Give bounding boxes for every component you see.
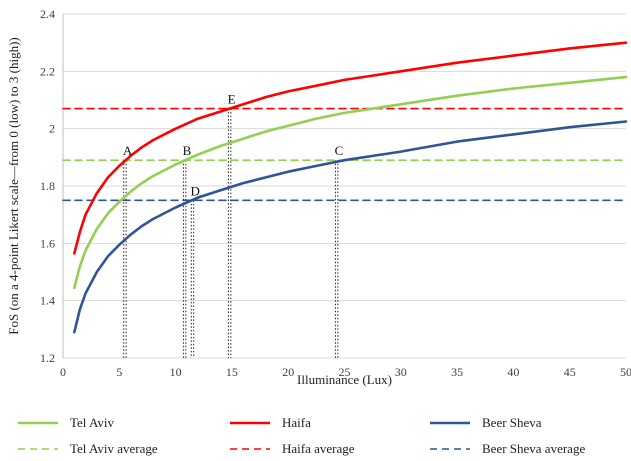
x-axis-ticks: 0 5 10 15 20 25 30 35 40 45 50	[60, 365, 631, 379]
annotation-label: D	[190, 183, 199, 198]
haifa-line	[73, 41, 628, 255]
beer-sheva-line	[73, 120, 628, 334]
y-tick-label: 1.6	[40, 236, 55, 250]
annotation-label: C	[335, 143, 344, 158]
y-axis-ticks: 1.2 1.4 1.6 1.8 2 2.2 2.4	[40, 7, 55, 365]
y-tick-label: 2	[49, 122, 55, 136]
y-tick-label: 1.2	[40, 351, 55, 365]
legend-entry: Tel Aviv average	[70, 441, 158, 456]
y-tick-label: 2.2	[40, 64, 55, 78]
grid-lines	[62, 13, 626, 359]
legend-entry: Tel Aviv	[70, 415, 114, 430]
annotation-labels: A B C D E	[123, 92, 343, 199]
annotation-label: B	[183, 143, 192, 158]
x-tick-label: 30	[395, 365, 407, 379]
x-tick-label: 25	[339, 365, 351, 379]
x-tick-label: 40	[507, 365, 519, 379]
y-tick-label: 1.8	[40, 179, 55, 193]
legend-entry: Beer Sheva	[482, 415, 542, 430]
x-tick-label: 0	[60, 365, 66, 379]
legend-entry: Beer Sheva average	[482, 441, 585, 456]
x-tick-label: 15	[226, 365, 238, 379]
y-tick-label: 1.4	[40, 294, 55, 308]
x-tick-label: 5	[116, 365, 122, 379]
x-tick-label: 50	[620, 365, 631, 379]
average-lines	[62, 107, 627, 202]
legend: Tel Aviv Haifa Beer Sheva Tel Aviv average H…	[18, 415, 585, 456]
annotation-label: E	[228, 92, 236, 107]
tel-aviv-line	[73, 75, 628, 290]
annotation-drop-lines	[123, 108, 339, 358]
x-axis-title: Illuminance (Lux)	[297, 372, 392, 387]
x-tick-label: 20	[282, 365, 294, 379]
x-tick-label: 10	[170, 365, 182, 379]
y-axis-title: FoS (on a 4-point Likert scale—from 0 (l…	[6, 37, 21, 335]
x-tick-label: 45	[564, 365, 576, 379]
legend-entry: Haifa	[282, 415, 311, 430]
y-tick-label: 2.4	[40, 7, 55, 21]
annotation-label: A	[123, 143, 133, 158]
x-tick-label: 35	[451, 365, 463, 379]
legend-entry: Haifa average	[282, 441, 355, 456]
series-lines	[73, 41, 628, 334]
